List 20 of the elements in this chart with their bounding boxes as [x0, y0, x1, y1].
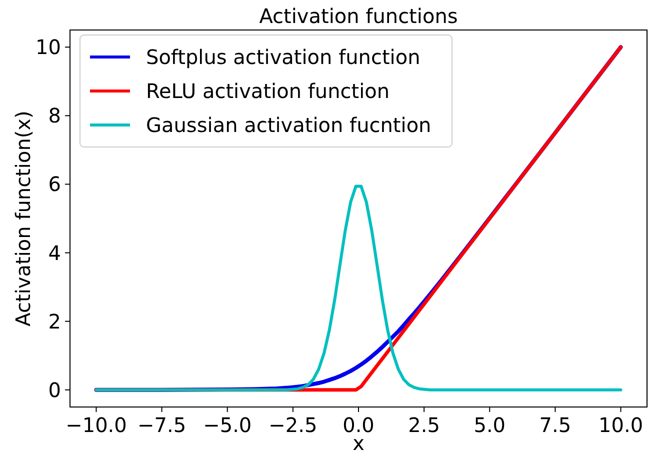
x-tick-label: 10.0	[598, 413, 644, 437]
chart-title: Activation functions	[259, 4, 458, 28]
y-tick-label: 10	[36, 35, 61, 60]
y-tick-label: 0	[48, 378, 61, 402]
y-axis-title: Activation function(x)	[11, 110, 35, 326]
x-tick-label: 2.5	[408, 413, 440, 437]
y-tick-label: 8	[48, 104, 61, 128]
legend-label: Softplus activation function	[146, 45, 420, 69]
x-tick-label: 7.5	[539, 413, 572, 437]
y-tick-label: 4	[48, 240, 61, 265]
legend-label: Gaussian activation fucntion	[146, 113, 432, 137]
x-tick-label: −5.0	[203, 413, 252, 437]
x-tick-label: −2.5	[268, 413, 318, 437]
y-tick-label: 6	[48, 172, 61, 196]
line-series	[94, 184, 622, 392]
x-tick-label: −10.0	[66, 413, 127, 437]
x-tick-label: −7.5	[138, 413, 186, 437]
x-tick-label: 5.0	[474, 413, 506, 437]
y-tick-label: 2	[48, 309, 61, 334]
legend-label: ReLU activation function	[146, 79, 390, 103]
